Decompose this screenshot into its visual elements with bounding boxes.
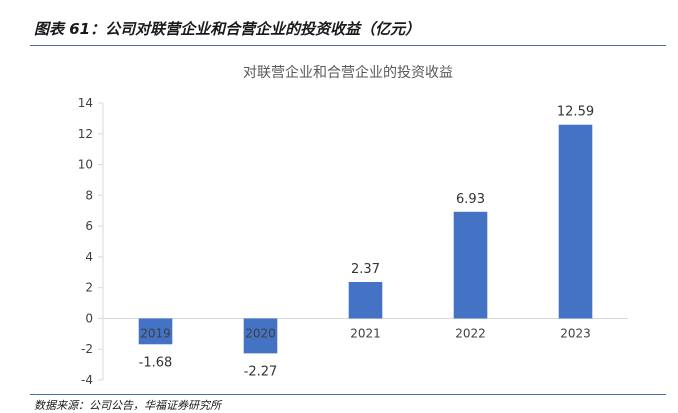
category-labels: 2019 2020 2021 2022 2023: [140, 326, 591, 340]
data-label: -1.68: [139, 355, 173, 370]
data-label: 2.37: [351, 262, 380, 277]
y-tick-label: 2: [85, 281, 93, 295]
y-tick-label: 12: [78, 127, 93, 141]
bar-2020: [243, 318, 278, 354]
category-label: 2022: [455, 326, 486, 340]
category-label: 2023: [560, 326, 591, 340]
figure-title: 图表 61：公司对联营企业和合营企业的投资收益（亿元）: [34, 20, 421, 38]
y-tick-label: -4: [81, 373, 93, 387]
y-tick-label: 6: [85, 219, 93, 233]
bars-group: [138, 124, 593, 354]
category-label: 2019: [140, 326, 171, 340]
data-label: -2.27: [244, 364, 278, 379]
data-labels: -1.68 -2.27 2.37 6.93 12.59: [139, 105, 594, 380]
data-label: 12.59: [557, 105, 594, 120]
chart-title: 对联营企业和合营企业的投资收益: [243, 64, 453, 81]
y-tick-label: 14: [78, 96, 93, 110]
y-tick-label: 0: [85, 311, 93, 325]
category-label: 2020: [245, 326, 276, 340]
source-note: 数据来源：公司公告，华福证券研究所: [34, 399, 221, 412]
bar-2022: [453, 211, 488, 319]
source-rule: [30, 394, 666, 395]
bar-2021: [348, 281, 383, 319]
category-label: 2021: [350, 326, 381, 340]
data-label: 6.93: [456, 192, 485, 207]
y-tick-label: -2: [81, 342, 93, 356]
bar-2023: [558, 124, 593, 319]
y-tick-label: 10: [78, 158, 93, 172]
y-tick-label: 8: [85, 188, 93, 202]
title-rule: [30, 45, 666, 46]
bar-2019: [138, 318, 173, 345]
y-tick-label: 4: [85, 250, 93, 264]
y-axis-ticks: -4 -2 0 2 4 6 8 10 12 14: [78, 96, 103, 387]
